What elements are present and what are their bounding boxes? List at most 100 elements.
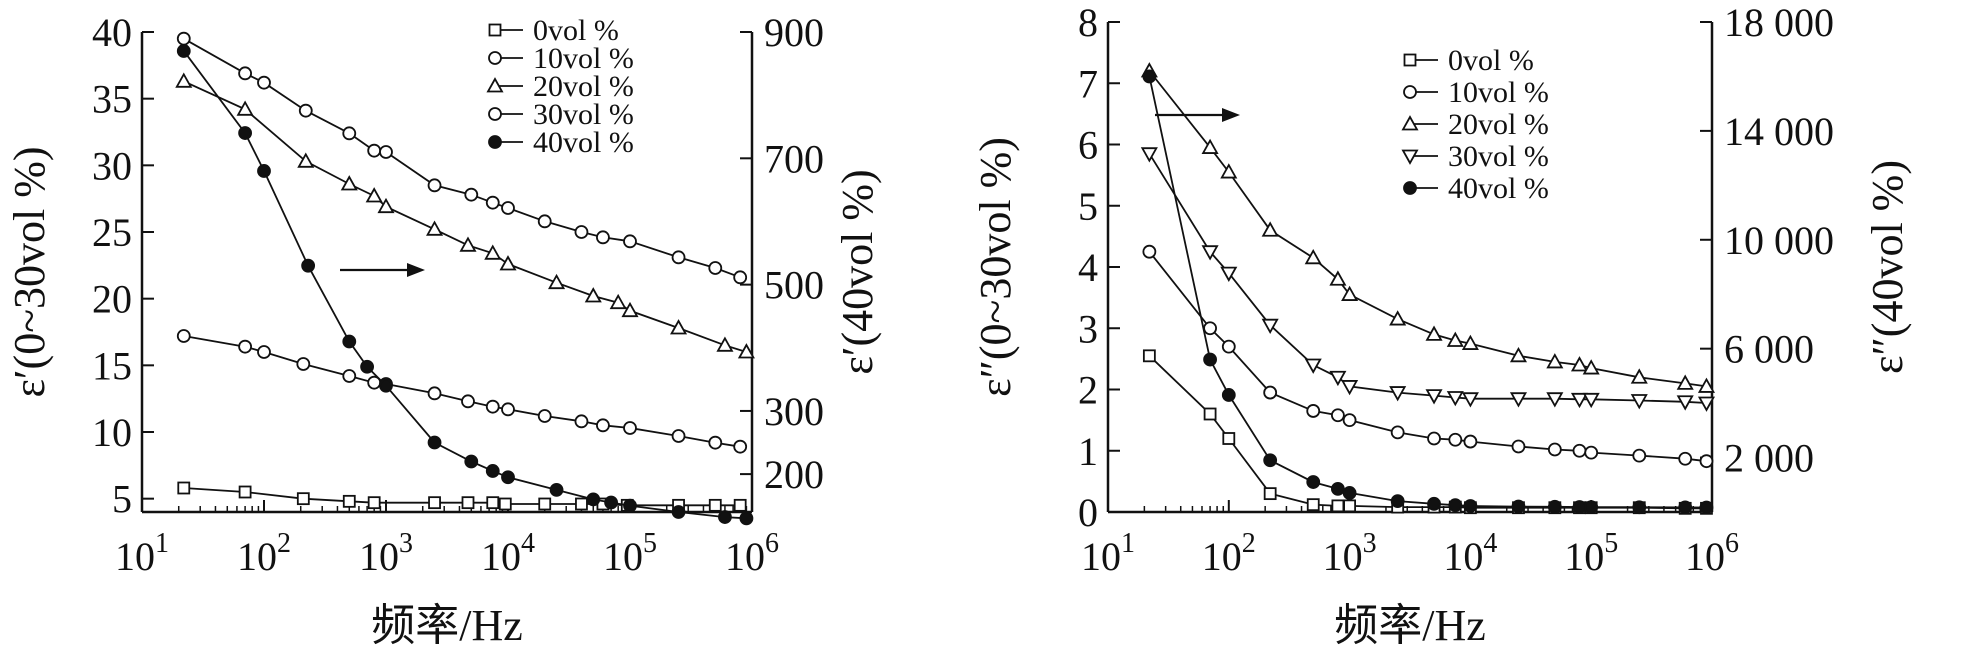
chart2-x-tick-label: 103 bbox=[1323, 528, 1377, 579]
chart2-series-4-point bbox=[1570, 392, 1589, 409]
chart1-x-axis-label: 频率/Hz bbox=[371, 601, 523, 650]
chart1-series-3-point bbox=[716, 336, 734, 352]
chart1-y2-tick-label: 200 bbox=[764, 452, 824, 497]
chart2-legend-label: 20vol % bbox=[1448, 108, 1549, 141]
chart2-series-2-point bbox=[1572, 443, 1587, 458]
chart1-series-3-point bbox=[297, 152, 315, 168]
chart1-series-1-point bbox=[296, 492, 310, 506]
chart2-x-tick-label: 102 bbox=[1202, 528, 1256, 579]
chart1-series-2-point bbox=[574, 414, 589, 429]
chart1-series-5-point bbox=[549, 482, 564, 497]
chart1-series-1-point bbox=[538, 497, 552, 511]
chart1-x-tick-label: 103 bbox=[359, 528, 413, 579]
chart2-series-4-point bbox=[1546, 392, 1564, 408]
chart2-y-tick-label: 6 bbox=[1078, 123, 1098, 168]
chart1-x-tick-label: 101 bbox=[115, 528, 169, 579]
chart1-series-5-point bbox=[342, 334, 357, 349]
chart1-series-2-point bbox=[461, 394, 475, 409]
chart1-series-2-point bbox=[537, 409, 552, 423]
chart2-series-4-point bbox=[1389, 386, 1407, 402]
chart1-series-1-point bbox=[238, 485, 252, 499]
chart2-legend-label: 40vol % bbox=[1448, 172, 1549, 205]
chart2-y-axis-label: ε″(0~30vol %) bbox=[971, 137, 1020, 397]
chart1-series-4-point bbox=[574, 225, 589, 239]
chart2-series-5-point bbox=[1511, 499, 1526, 514]
chart1-legend-label: 40vol % bbox=[533, 126, 634, 159]
chart2-series-2-point bbox=[1330, 408, 1345, 423]
chart2-series-3-point bbox=[1389, 310, 1407, 326]
chart2-series-3-point bbox=[1261, 221, 1279, 237]
chart2-series-2-point bbox=[1678, 451, 1693, 466]
chart1-y-tick-label: 25 bbox=[92, 210, 132, 255]
chart1-series-5-point bbox=[718, 510, 732, 524]
chart1-series-2-point bbox=[342, 369, 357, 383]
chart2-series-3-point bbox=[1676, 374, 1694, 390]
chart2-x-axis-label: 频率/Hz bbox=[1334, 601, 1486, 650]
chart2-x-tick-label: 105 bbox=[1564, 528, 1618, 579]
chart2-series-3-point bbox=[1304, 248, 1322, 265]
chart1-legend-marker bbox=[488, 135, 502, 149]
chart1-series-1-point bbox=[428, 496, 441, 510]
chart1-series-2-point bbox=[671, 429, 686, 443]
chart2-legend-marker bbox=[1401, 115, 1419, 131]
chart2-series-5-point bbox=[1572, 500, 1587, 514]
chart2-series-1-point bbox=[1263, 487, 1277, 501]
chart2-x-tick-label: 101 bbox=[1081, 528, 1135, 579]
chart1-y-tick-label: 20 bbox=[92, 277, 132, 322]
chart2-y2-axis-label: ε″(40vol %) bbox=[1863, 160, 1912, 374]
chart2-series-5-point bbox=[1448, 498, 1463, 513]
chart2-series-5-point bbox=[1263, 453, 1278, 468]
chart1-series-5-point bbox=[427, 435, 442, 450]
chart2-series-4-point bbox=[1509, 392, 1528, 408]
chart1-series-3-point bbox=[499, 255, 517, 271]
chart1-legend-marker bbox=[486, 77, 504, 93]
chart2-y2-tick-label: 18 000 bbox=[1724, 0, 1834, 45]
chart2-series-5-point bbox=[1203, 352, 1217, 367]
chart2-series-2-point bbox=[1584, 445, 1599, 460]
chart2-series-4-point bbox=[1140, 147, 1158, 163]
chart2-legend-marker bbox=[1403, 181, 1417, 195]
chart1-x-tick-label: 104 bbox=[481, 528, 535, 579]
chart2-series-1-point bbox=[1142, 349, 1156, 363]
chart2-series-2-point bbox=[1427, 431, 1441, 446]
chart2-series-3-point bbox=[1461, 334, 1479, 350]
chart2-series-5-point bbox=[1342, 486, 1357, 500]
chart1-series-2-point bbox=[176, 329, 191, 343]
chart2-series-4-point bbox=[1461, 392, 1479, 408]
chart1-series-1-point bbox=[733, 498, 747, 512]
chart1-series-3-point bbox=[236, 100, 254, 116]
chart1-series-3-point bbox=[340, 175, 358, 191]
chart1-series-3-point bbox=[377, 197, 395, 214]
chart2-legend-label: 0vol % bbox=[1448, 44, 1534, 77]
chart2-series-3-point bbox=[1697, 377, 1716, 393]
chart2-series-4-point bbox=[1304, 358, 1322, 374]
chart2-series-4-point bbox=[1425, 389, 1443, 405]
chart2-series-2-point bbox=[1390, 425, 1405, 440]
chart1-series-4-point bbox=[537, 214, 552, 229]
chart2-series-5-line bbox=[1148, 76, 1707, 509]
chart2-arrow-head bbox=[1222, 108, 1240, 122]
chart1-series-5-point bbox=[485, 464, 500, 478]
chart2-y-tick-label: 2 bbox=[1078, 368, 1098, 413]
chart2-legend-label: 10vol % bbox=[1448, 76, 1549, 109]
chart2-y-tick-label: 5 bbox=[1078, 184, 1098, 229]
chart1-series-4-point bbox=[367, 143, 382, 158]
chart2-y-tick-label: 1 bbox=[1078, 429, 1098, 474]
chart2-series-2-point bbox=[1699, 454, 1714, 469]
chart2-series-2-line bbox=[1148, 251, 1707, 463]
chart2-series-5-point bbox=[1463, 499, 1478, 513]
chart1-legend-label: 30vol % bbox=[533, 98, 634, 131]
chart1-series-2-point bbox=[708, 435, 723, 450]
chart1-y-tick-label: 40 bbox=[92, 10, 132, 55]
chart2-series-1-point bbox=[1343, 499, 1356, 513]
chart1-series-5-point bbox=[501, 470, 515, 485]
chart1-y2-tick-label: 500 bbox=[764, 263, 824, 308]
chart2-series-2-point bbox=[1547, 442, 1562, 457]
chart2-series-5-point bbox=[1221, 388, 1236, 402]
chart1-series-3-point bbox=[584, 287, 602, 303]
chart1-series-4-point bbox=[379, 145, 393, 159]
chart1-series-1-point bbox=[486, 496, 500, 510]
chart2-series-1-line bbox=[1148, 355, 1707, 510]
chart1-series-3-point bbox=[175, 72, 193, 88]
chart2-series-5-point bbox=[1142, 69, 1157, 84]
